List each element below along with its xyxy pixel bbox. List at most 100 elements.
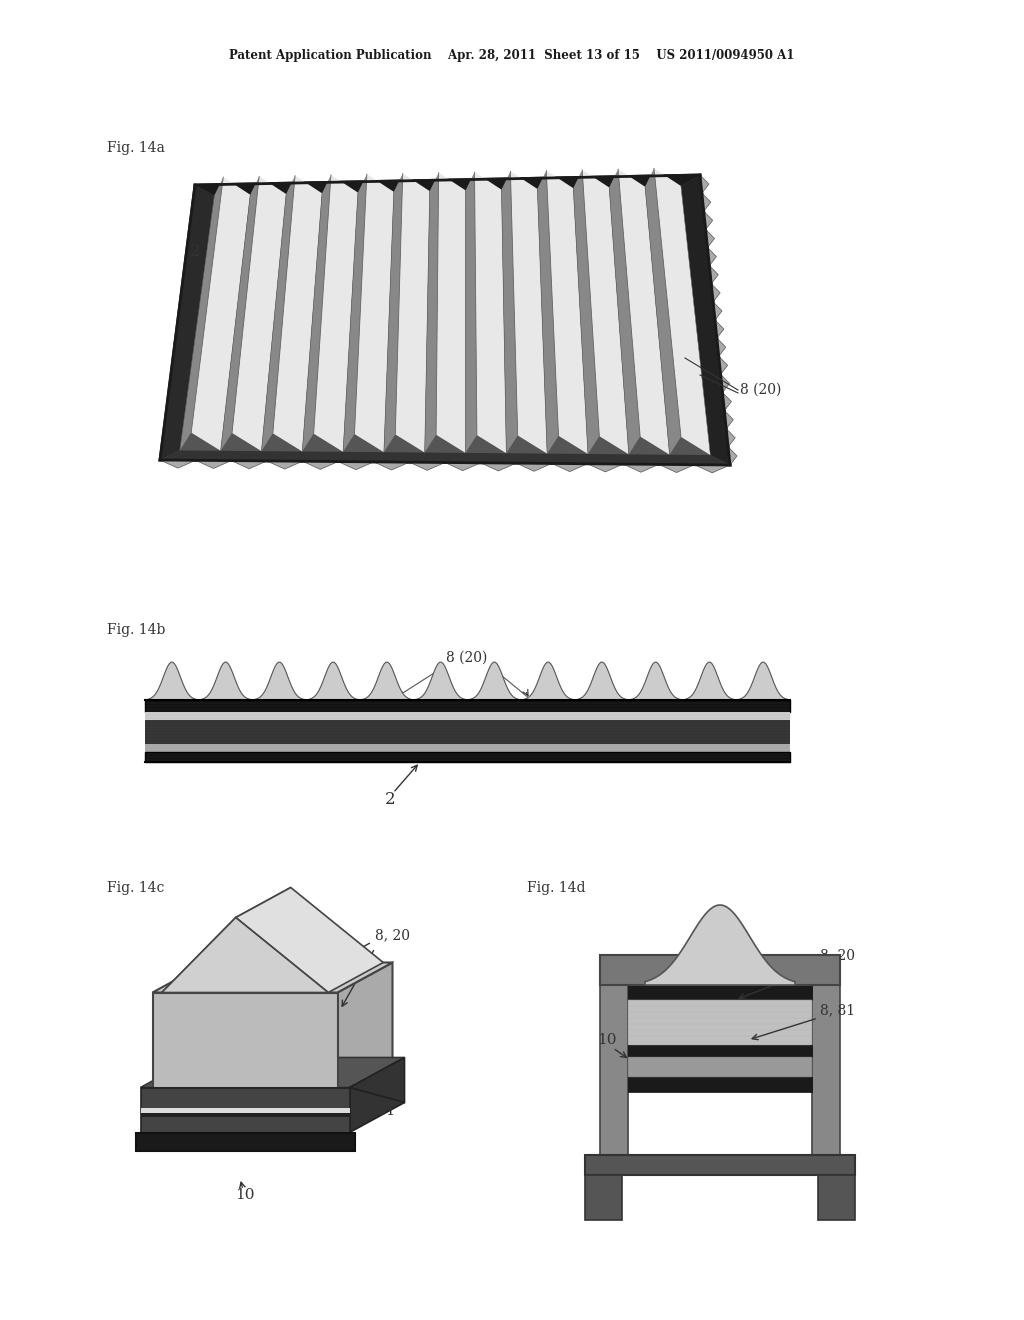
Polygon shape [719, 356, 728, 375]
Polygon shape [362, 663, 411, 700]
Polygon shape [538, 170, 558, 454]
Bar [600, 985, 628, 1155]
Polygon shape [313, 176, 358, 451]
Polygon shape [191, 177, 250, 450]
Polygon shape [583, 170, 629, 454]
Polygon shape [588, 463, 624, 473]
Polygon shape [160, 185, 214, 459]
Polygon shape [510, 172, 547, 454]
Polygon shape [645, 906, 795, 985]
Polygon shape [349, 1088, 404, 1133]
Polygon shape [474, 172, 506, 453]
Bar [628, 985, 812, 1001]
Polygon shape [694, 465, 730, 473]
Bar [145, 744, 790, 752]
Bar [628, 1077, 812, 1092]
Text: 2: 2 [189, 243, 201, 260]
Polygon shape [309, 663, 357, 700]
Polygon shape [338, 462, 374, 470]
Polygon shape [717, 338, 726, 356]
Text: 8, 20: 8, 20 [375, 928, 410, 942]
Polygon shape [502, 172, 518, 453]
Text: 10: 10 [236, 1188, 255, 1203]
Bar [140, 1113, 349, 1118]
Text: 8, 20: 8, 20 [820, 948, 855, 962]
Polygon shape [713, 302, 722, 319]
Polygon shape [547, 170, 588, 454]
Polygon shape [436, 173, 466, 453]
Polygon shape [202, 663, 250, 700]
Text: 8 (20): 8 (20) [446, 651, 487, 665]
Text: Fig. 14c: Fig. 14c [106, 880, 165, 895]
Polygon shape [739, 663, 787, 700]
Bar [600, 954, 840, 985]
Polygon shape [153, 962, 392, 993]
Polygon shape [470, 663, 518, 700]
Polygon shape [195, 176, 700, 195]
Polygon shape [728, 447, 737, 465]
Polygon shape [710, 265, 718, 284]
Polygon shape [232, 177, 286, 451]
Polygon shape [135, 1133, 354, 1151]
Polygon shape [374, 462, 410, 470]
Polygon shape [272, 176, 322, 451]
Polygon shape [703, 211, 713, 230]
Polygon shape [180, 177, 223, 450]
Polygon shape [721, 375, 729, 392]
Polygon shape [573, 170, 599, 454]
Bar [145, 711, 790, 719]
Polygon shape [410, 462, 445, 470]
Polygon shape [701, 193, 711, 211]
Polygon shape [724, 411, 733, 429]
Polygon shape [618, 169, 670, 454]
Text: 8, 81: 8, 81 [820, 1003, 855, 1016]
Polygon shape [425, 173, 438, 453]
Polygon shape [480, 463, 516, 471]
Polygon shape [700, 176, 709, 193]
Polygon shape [160, 459, 196, 469]
Polygon shape [140, 1057, 404, 1088]
Text: Patent Application Publication    Apr. 28, 2011  Sheet 13 of 15    US 2011/00949: Patent Application Publication Apr. 28, … [229, 49, 795, 62]
Polygon shape [658, 465, 694, 473]
Polygon shape [160, 450, 730, 465]
Text: 8 (20): 8 (20) [740, 383, 781, 397]
Bar [585, 1155, 855, 1175]
Polygon shape [267, 461, 302, 469]
Polygon shape [417, 663, 465, 700]
Polygon shape [338, 962, 392, 1088]
Polygon shape [162, 887, 291, 993]
Bar [812, 985, 840, 1155]
Text: Fig. 14a: Fig. 14a [106, 141, 165, 154]
Polygon shape [302, 461, 338, 470]
Text: 8, 81: 8, 81 [360, 1104, 395, 1117]
Polygon shape [153, 993, 338, 1088]
Polygon shape [140, 1088, 349, 1133]
Text: 10: 10 [597, 1034, 616, 1047]
Polygon shape [578, 663, 626, 700]
Bar [585, 1175, 622, 1220]
Text: 2: 2 [385, 792, 395, 808]
Bar [145, 719, 790, 744]
Polygon shape [609, 169, 640, 454]
Text: Fig. 14b: Fig. 14b [106, 623, 165, 638]
Polygon shape [706, 230, 715, 248]
Polygon shape [302, 176, 331, 451]
Polygon shape [196, 461, 231, 469]
Polygon shape [685, 663, 733, 700]
Polygon shape [712, 284, 720, 302]
Polygon shape [395, 173, 430, 453]
Polygon shape [552, 463, 588, 471]
Polygon shape [632, 663, 680, 700]
Polygon shape [445, 462, 480, 471]
Bar [145, 700, 790, 711]
Bar [140, 1107, 349, 1113]
Bar [145, 752, 790, 762]
Polygon shape [255, 663, 303, 700]
Polygon shape [384, 173, 402, 453]
Polygon shape [516, 463, 552, 471]
Polygon shape [624, 465, 658, 473]
Polygon shape [220, 177, 259, 450]
Polygon shape [708, 248, 717, 265]
Polygon shape [261, 176, 295, 451]
Polygon shape [466, 172, 477, 453]
